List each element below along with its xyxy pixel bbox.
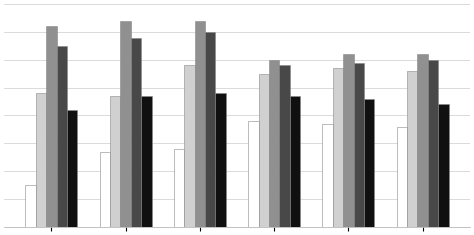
Bar xyxy=(407,71,418,227)
Bar xyxy=(343,54,354,227)
Bar xyxy=(25,185,36,227)
Bar xyxy=(418,54,428,227)
Bar xyxy=(46,26,56,227)
Bar xyxy=(279,65,290,227)
Bar xyxy=(438,104,449,227)
Bar xyxy=(290,96,300,227)
Bar xyxy=(205,32,216,227)
Bar xyxy=(56,46,67,227)
Bar xyxy=(100,152,110,227)
Bar xyxy=(354,63,364,227)
Bar xyxy=(216,93,226,227)
Bar xyxy=(269,60,279,227)
Bar xyxy=(110,96,120,227)
Bar xyxy=(248,121,258,227)
Bar xyxy=(131,38,141,227)
Bar xyxy=(141,96,152,227)
Bar xyxy=(364,99,374,227)
Bar xyxy=(120,21,131,227)
Bar xyxy=(333,68,343,227)
Bar xyxy=(174,149,184,227)
Bar xyxy=(195,21,205,227)
Bar xyxy=(258,74,269,227)
Bar xyxy=(428,60,438,227)
Bar xyxy=(184,65,195,227)
Bar xyxy=(36,93,46,227)
Bar xyxy=(322,124,333,227)
Bar xyxy=(397,126,407,227)
Bar xyxy=(67,110,77,227)
